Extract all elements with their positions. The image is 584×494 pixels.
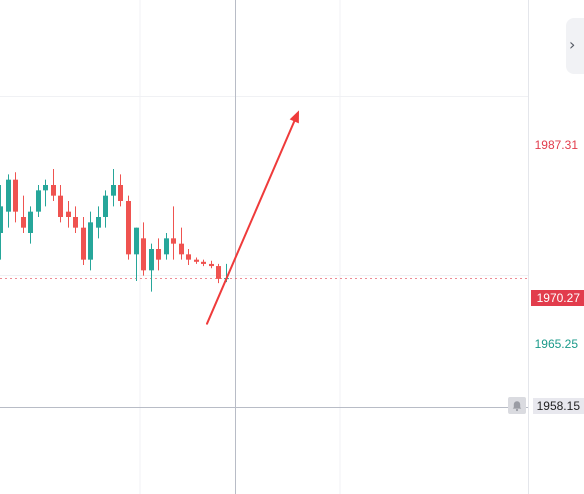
candle-body — [118, 185, 123, 201]
candle-body — [28, 211, 33, 233]
candle-body — [103, 195, 108, 217]
chevron-right-icon: › — [569, 35, 576, 54]
candle-body — [51, 185, 56, 196]
candle-body — [216, 266, 221, 279]
candle-body — [111, 185, 116, 196]
candle-body — [0, 206, 3, 233]
candle-body — [194, 259, 199, 262]
candle-body — [81, 227, 86, 260]
candle-body — [186, 254, 191, 260]
candle-body — [209, 263, 214, 267]
candle-body — [43, 185, 48, 191]
candle-body — [149, 249, 154, 271]
price-scale-high-label: 1987.31 — [534, 138, 578, 152]
candle-body — [96, 217, 101, 228]
arrow-drawing-line — [206, 120, 296, 325]
add-alert-button[interactable] — [508, 397, 526, 414]
candle-body — [88, 222, 93, 260]
current-price-label: 1970.27 — [530, 290, 584, 306]
bell-icon — [512, 401, 522, 412]
candle-body — [164, 238, 169, 255]
arrow-drawing-head — [289, 110, 299, 124]
candle-body — [141, 238, 146, 271]
candle-body — [6, 179, 11, 212]
candle-body — [156, 249, 161, 260]
candle-body — [179, 243, 184, 255]
price-scale-low-label: 1965.25 — [534, 337, 578, 351]
candle-body — [171, 238, 176, 244]
candle-body — [13, 179, 18, 212]
candle-body — [201, 261, 206, 264]
candle-body — [126, 201, 131, 255]
candle-body — [66, 211, 71, 217]
sidebar-toggle-button[interactable]: › — [566, 18, 584, 74]
candle-body — [73, 217, 78, 228]
candle-body — [36, 190, 41, 212]
crosshair-price-label: 1958.15 — [532, 398, 584, 414]
candle-body — [21, 217, 26, 228]
candle-body — [134, 227, 139, 255]
candle-body — [58, 195, 63, 217]
